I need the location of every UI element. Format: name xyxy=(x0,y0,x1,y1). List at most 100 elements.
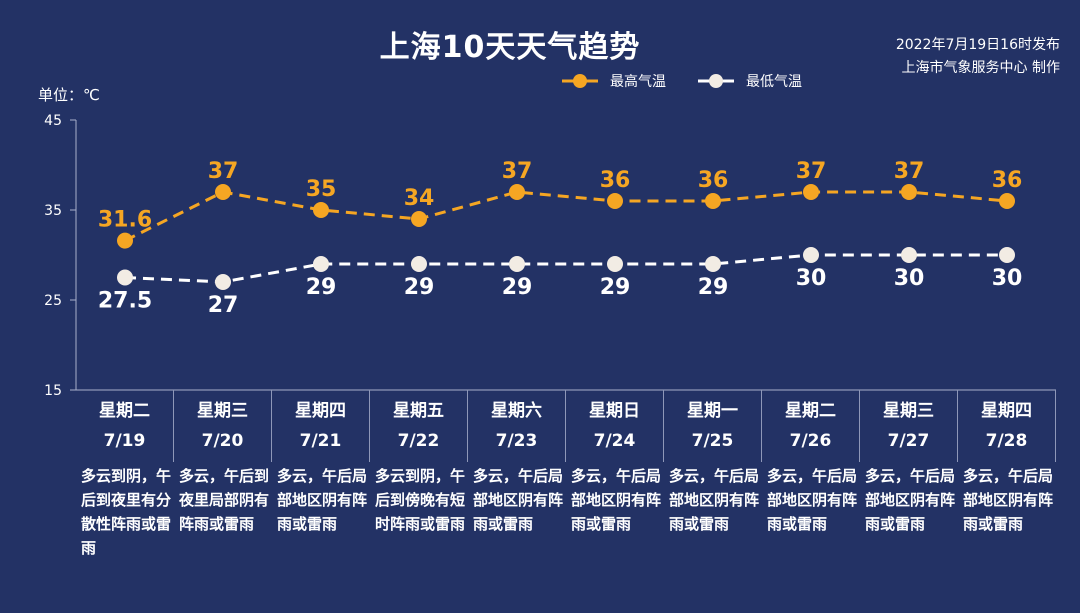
day-weekday: 星期四 xyxy=(981,401,1032,421)
weather-description: 多云，午后到夜里局部阴有阵雨或雷雨 xyxy=(179,467,270,533)
day-date: 7/20 xyxy=(201,431,244,451)
weather-row: 多云到阴，午后到夜里有分散性阵雨或雷雨 多云，午后到夜里局部阴有阵雨或雷雨 多云，午… xyxy=(76,464,1056,560)
low-temp-point xyxy=(999,247,1015,263)
high-temp-point xyxy=(215,184,231,200)
day-weekday: 星期五 xyxy=(393,401,444,421)
low-temp-point xyxy=(607,256,623,272)
weather-description: 多云，午后局部地区阴有阵雨或雷雨 xyxy=(277,467,368,533)
low-temp-point xyxy=(509,256,525,272)
low-temp-point xyxy=(705,256,721,272)
low-temp-point xyxy=(313,256,329,272)
weather-description: 多云到阴，午后到傍晚有短时阵雨或雷雨 xyxy=(375,467,466,533)
chart-legend: 最高气温 最低气温 xyxy=(560,70,832,92)
high-temp-point xyxy=(313,202,329,218)
weather-description: 多云，午后局部地区阴有阵雨或雷雨 xyxy=(963,467,1054,533)
day-cell: 星期二 7/26 xyxy=(762,390,860,462)
day-cell: 星期日 7/24 xyxy=(566,390,664,462)
publish-time: 2022年7月19日16时发布 xyxy=(895,37,1060,53)
high-temp-point xyxy=(803,184,819,200)
day-cell: 星期五 7/22 xyxy=(370,390,468,462)
weather-description: 多云，午后局部地区阴有阵雨或雷雨 xyxy=(473,467,564,533)
legend-low-label: 最低气温 xyxy=(746,74,802,90)
high-temp-label: 36 xyxy=(992,168,1023,193)
low-temp-label: 27 xyxy=(208,293,239,318)
legend-high-label: 最高气温 xyxy=(610,74,666,90)
low-temp-label: 30 xyxy=(992,266,1023,291)
low-temp-label: 30 xyxy=(894,266,925,291)
day-weekday: 星期三 xyxy=(883,401,934,421)
high-temp-label: 37 xyxy=(894,159,925,184)
low-temp-label: 30 xyxy=(796,266,827,291)
unit-label: 单位：℃ xyxy=(38,86,100,104)
publish-info: 2022年7月19日16时发布 上海市气象服务中心 制作 xyxy=(896,34,1060,80)
low-temp-label: 29 xyxy=(502,275,533,300)
day-cell: 星期四 7/28 xyxy=(958,390,1056,462)
day-cell: 星期一 7/25 xyxy=(664,390,762,462)
low-temp-point xyxy=(117,269,133,286)
high-temp-label: 31.6 xyxy=(98,208,152,233)
day-weekday: 星期三 xyxy=(197,401,248,421)
high-temp-point xyxy=(999,193,1015,209)
day-cell: 星期六 7/23 xyxy=(468,390,566,462)
high-temp-label: 37 xyxy=(796,159,827,184)
low-temp-label: 29 xyxy=(600,275,631,300)
weather-description: 多云，午后局部地区阴有阵雨或雷雨 xyxy=(767,467,858,533)
weather-description: 多云到阴，午后到夜里有分散性阵雨或雷雨 xyxy=(81,467,172,557)
day-weekday: 星期日 xyxy=(589,401,640,421)
y-tick-label: 45 xyxy=(44,113,62,129)
day-date: 7/28 xyxy=(985,431,1028,451)
high-temp-label: 35 xyxy=(306,177,337,202)
day-date: 7/19 xyxy=(103,431,146,451)
day-date: 7/21 xyxy=(299,431,342,451)
day-weekday: 星期六 xyxy=(491,401,542,421)
low-temp-label: 29 xyxy=(698,275,729,300)
low-temp-label: 27.5 xyxy=(98,289,152,314)
high-temp-point xyxy=(607,193,623,209)
low-temp-line xyxy=(124,253,1007,284)
weather-description: 多云，午后局部地区阴有阵雨或雷雨 xyxy=(571,467,662,533)
high-temp-point xyxy=(117,232,133,249)
low-temp-point xyxy=(215,274,231,290)
page-title: 上海10天天气趋势 xyxy=(379,30,641,65)
high-temp-point xyxy=(509,184,525,200)
day-weekday: 星期二 xyxy=(99,401,150,421)
legend-high-marker-icon xyxy=(562,74,598,88)
day-weekday: 星期四 xyxy=(295,401,346,421)
high-temp-point xyxy=(411,211,427,227)
high-temp-point xyxy=(901,184,917,200)
legend-low-marker-icon xyxy=(698,74,734,88)
day-header-row: 星期二 7/19 星期三 7/20 星期四 7/21 星期五 7/22 星期六 7/23 星期日 7/… xyxy=(76,390,1056,462)
y-tick-label: 35 xyxy=(44,203,62,219)
day-date: 7/22 xyxy=(397,431,440,451)
y-tick-label: 15 xyxy=(44,383,62,399)
day-weekday: 星期一 xyxy=(687,401,738,421)
high-temp-label: 36 xyxy=(600,168,631,193)
high-temp-label: 34 xyxy=(404,186,435,211)
weather-description: 多云，午后局部地区阴有阵雨或雷雨 xyxy=(865,467,956,533)
publisher: 上海市气象服务中心 制作 xyxy=(901,60,1060,76)
low-temp-point xyxy=(803,247,819,263)
day-date: 7/24 xyxy=(593,431,636,451)
day-weekday: 星期二 xyxy=(785,401,836,421)
high-temp-label: 37 xyxy=(208,159,239,184)
legend-item-low: 最低气温 xyxy=(696,71,802,91)
weather-description: 多云，午后局部地区阴有阵雨或雷雨 xyxy=(669,467,760,533)
day-cell: 星期三 7/20 xyxy=(174,390,272,462)
day-date: 7/25 xyxy=(691,431,734,451)
day-cell: 星期三 7/27 xyxy=(860,390,958,462)
high-temp-line xyxy=(124,190,1008,242)
day-date: 7/26 xyxy=(789,431,832,451)
high-temp-label: 36 xyxy=(698,168,729,193)
high-temp-label: 37 xyxy=(502,159,533,184)
low-temp-label: 29 xyxy=(306,275,337,300)
day-date: 7/23 xyxy=(495,431,538,451)
day-cell: 星期四 7/21 xyxy=(272,390,370,462)
legend-item-high: 最高气温 xyxy=(560,71,666,91)
low-temp-point xyxy=(901,247,917,263)
high-temp-point xyxy=(705,193,721,209)
day-date: 7/27 xyxy=(887,431,930,451)
low-temp-label: 29 xyxy=(404,275,435,300)
y-tick-label: 25 xyxy=(44,293,62,309)
low-temp-point xyxy=(411,256,427,272)
